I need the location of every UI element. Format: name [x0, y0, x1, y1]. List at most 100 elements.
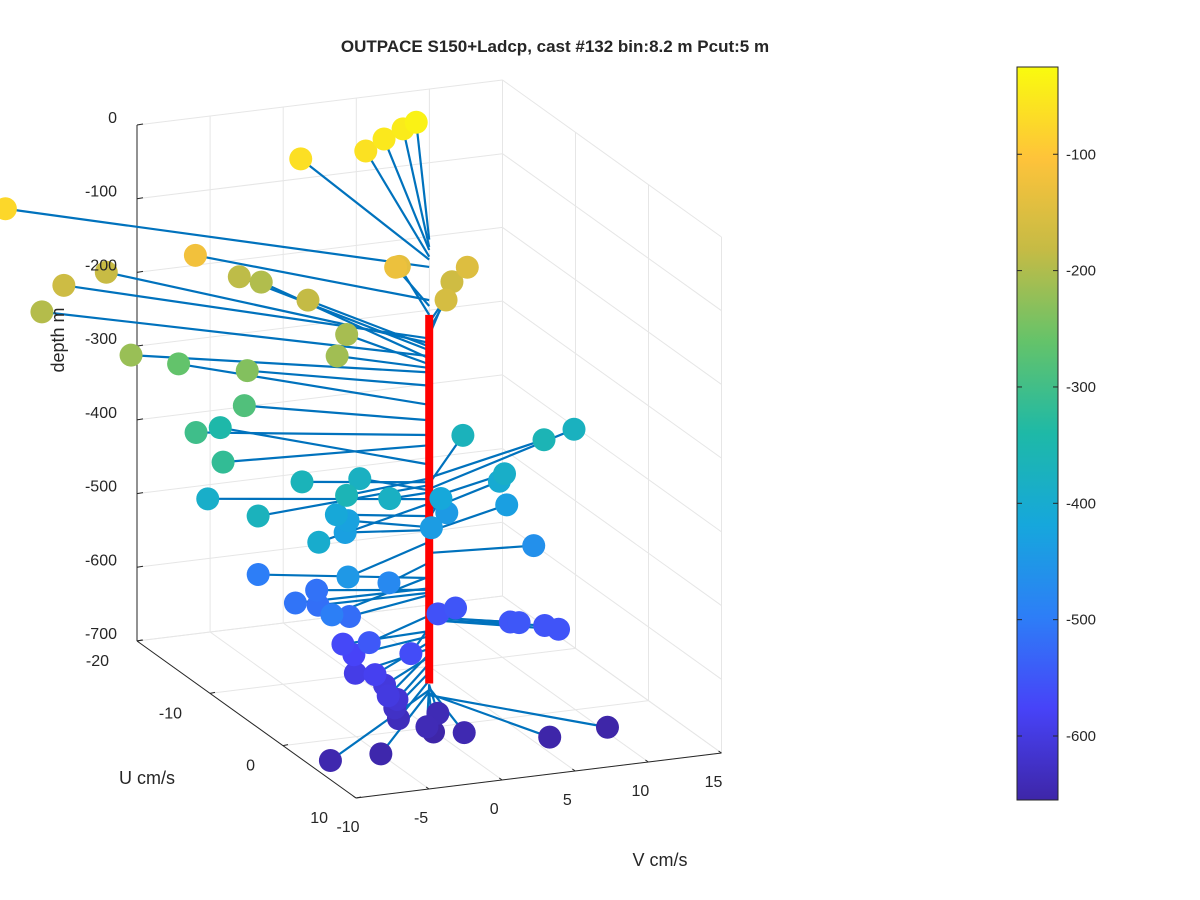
colorbar-tick-label: -100: [1066, 146, 1096, 163]
data-point: [290, 470, 314, 494]
grid-line: [502, 448, 722, 606]
x-tick-mark: [425, 786, 430, 790]
data-layer: [0, 110, 619, 772]
data-point: [335, 483, 359, 507]
data-point: [538, 725, 562, 749]
data-point: [384, 255, 408, 279]
velocity-stem: [178, 362, 430, 406]
velocity-stem: [317, 591, 430, 607]
colorbar-tick-label: -600: [1066, 728, 1096, 745]
data-point: [369, 742, 393, 766]
data-point: [440, 270, 464, 294]
velocity-stem: [345, 529, 430, 534]
z-tick-label: -700: [85, 626, 117, 643]
z-tick-label: -300: [85, 331, 117, 348]
x-tick-label: -10: [336, 819, 359, 836]
tick-labels: -10-5051015-20-100100-100-200-300-400-50…: [85, 110, 723, 836]
data-point: [167, 352, 191, 376]
x-tick-label: 10: [632, 783, 650, 800]
grid-line: [209, 631, 430, 790]
chart-title: OUTPACE S150+Ladcp, cast #132 bin:8.2 m …: [341, 37, 769, 56]
z-tick-mark: [136, 565, 144, 568]
velocity-stem: [195, 254, 430, 302]
data-point: [354, 139, 378, 163]
data-point: [289, 147, 313, 171]
z-tick-mark: [136, 418, 144, 421]
data-point: [305, 578, 329, 602]
velocity-stem: [222, 444, 430, 464]
data-point: [547, 617, 571, 641]
data-point: [522, 534, 546, 558]
x-tick-mark: [498, 777, 503, 781]
data-point: [318, 748, 342, 772]
grid-line: [502, 300, 722, 459]
data-point: [399, 642, 423, 666]
data-point: [495, 493, 519, 517]
x-tick-mark: [718, 750, 722, 754]
grid-line: [502, 374, 722, 533]
data-point: [493, 462, 517, 486]
data-point: [235, 359, 259, 383]
data-point: [343, 661, 367, 685]
data-point: [372, 127, 396, 151]
x-tick-mark: [645, 759, 649, 763]
x-tick-label: -5: [414, 810, 428, 827]
colorbar-tick-label: -400: [1066, 495, 1096, 512]
grid-line: [136, 374, 503, 421]
data-point: [434, 288, 458, 312]
x-tick-label: 5: [563, 792, 572, 809]
data-point: [419, 516, 443, 540]
velocity-stem: [346, 333, 430, 366]
data-point: [307, 530, 331, 554]
z-tick-mark: [136, 123, 144, 126]
x-axis-label: V cm/s: [632, 850, 687, 870]
z-tick-mark: [136, 197, 144, 200]
data-point: [357, 631, 381, 655]
z-tick-mark: [136, 639, 144, 642]
data-point: [208, 416, 232, 440]
z-tick-label: -200: [85, 257, 117, 274]
velocity-stem: [347, 540, 430, 579]
x-axis-line: [355, 752, 722, 799]
y-tick-label: 10: [310, 810, 328, 827]
velocity-stem: [238, 275, 430, 352]
z-tick-label: -100: [85, 184, 117, 201]
data-point: [363, 663, 387, 687]
grid-line: [502, 79, 722, 238]
colorbar-ticks: -100 -200 -300 -400 -500 -600: [1017, 146, 1096, 745]
grid-line: [209, 647, 576, 694]
velocity-stem: [336, 354, 430, 370]
data-point: [562, 417, 586, 441]
data-point: [183, 243, 207, 267]
data-point: [451, 423, 475, 447]
velocity-stem: [428, 692, 551, 739]
grid-line: [136, 153, 503, 200]
colorbar-tick-label: -500: [1066, 612, 1096, 629]
velocity-stem: [106, 271, 430, 344]
data-point: [444, 596, 468, 620]
velocity-stem: [359, 477, 430, 492]
data-point: [455, 255, 479, 279]
data-point: [336, 565, 360, 589]
colorbar-gradient: [1016, 66, 1059, 801]
grid-line: [502, 153, 722, 312]
velocity-stem: [260, 281, 430, 360]
data-point: [196, 487, 220, 511]
velocity-stem: [428, 438, 545, 479]
data-point: [324, 503, 348, 527]
velocity-stem: [429, 544, 534, 555]
grid-line: [136, 448, 503, 495]
z-axis-label: depth m: [48, 307, 68, 372]
x-tick-label: 0: [490, 801, 499, 818]
x-tick-mark: [572, 768, 576, 772]
colorbar: -100 -200 -300 -400 -500 -600: [1016, 66, 1096, 801]
y-axis-line: [136, 640, 357, 799]
velocity-stem: [329, 689, 430, 762]
grid-line: [502, 227, 722, 385]
y-axis-label: U cm/s: [119, 768, 175, 788]
data-point: [426, 602, 450, 626]
grid-line: [356, 613, 576, 772]
x-tick-mark: [352, 795, 357, 799]
y-tick-label: -20: [86, 653, 109, 670]
